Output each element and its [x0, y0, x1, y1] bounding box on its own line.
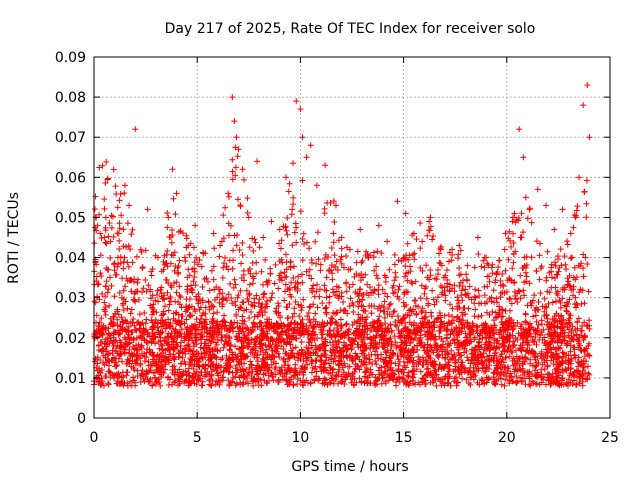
data-point — [297, 106, 304, 113]
x-tick-label: 20 — [498, 430, 516, 446]
data-point — [293, 98, 300, 105]
data-point — [322, 162, 329, 169]
data-point — [144, 206, 151, 213]
scatter-cloud — [91, 144, 593, 389]
data-point — [181, 254, 188, 261]
data-point — [218, 238, 225, 245]
y-tick-label: 0.03 — [55, 291, 86, 307]
data-point — [303, 154, 310, 161]
data-point — [384, 238, 391, 245]
data-point — [299, 134, 306, 141]
data-point — [410, 230, 417, 237]
data-point — [210, 230, 217, 237]
data-point — [543, 202, 550, 209]
y-tick-label: 0.05 — [55, 210, 86, 226]
data-point — [501, 246, 508, 253]
data-point — [520, 154, 527, 161]
data-point — [586, 134, 593, 141]
data-point — [97, 230, 104, 237]
data-point — [260, 234, 267, 241]
data-point — [526, 206, 533, 213]
y-tick-label: 0.07 — [55, 130, 86, 146]
data-point — [446, 258, 453, 265]
data-point — [419, 238, 426, 245]
data-point — [313, 182, 320, 189]
data-point — [107, 238, 114, 245]
data-point — [474, 234, 481, 241]
data-point — [346, 246, 353, 253]
data-point — [239, 166, 246, 173]
data-point — [245, 214, 252, 221]
data-point — [394, 198, 401, 205]
data-point — [169, 166, 176, 173]
data-point — [173, 190, 180, 197]
tick-labels: 0 5 10 15 20 25 0 0.01 0.02 0.03 0.04 0.05 0.06 0.07 0… — [55, 50, 619, 446]
data-point — [375, 222, 382, 229]
y-tick-label: 0.08 — [55, 90, 86, 106]
data-point — [567, 230, 574, 237]
data-point — [115, 230, 122, 237]
y-tick-label: 0.02 — [55, 331, 86, 347]
data-point — [268, 218, 275, 225]
data-point — [165, 214, 172, 221]
data-point — [289, 206, 296, 213]
data-point — [132, 126, 139, 133]
data-point — [126, 202, 133, 209]
data-point — [229, 94, 236, 101]
data-point — [516, 126, 523, 133]
x-tick-label: 5 — [193, 430, 202, 446]
x-tick-label: 10 — [291, 430, 309, 446]
x-tick-label: 15 — [395, 430, 413, 446]
y-tick-label: 0.04 — [55, 251, 86, 267]
data-point — [338, 234, 345, 241]
data-point — [307, 142, 314, 149]
data-point — [464, 262, 471, 269]
data-point — [276, 226, 283, 233]
data-point — [282, 174, 289, 181]
data-points — [91, 82, 593, 389]
plot-frame — [93, 56, 611, 419]
data-point — [437, 246, 444, 253]
data-point — [254, 158, 261, 165]
x-tick-label: 25 — [601, 430, 619, 446]
data-point — [330, 230, 337, 237]
y-axis-label: ROTI / TECUs — [6, 192, 22, 284]
x-tick-label: 0 — [90, 430, 99, 446]
y-tick-label: 0.06 — [55, 170, 86, 186]
data-point — [200, 250, 207, 257]
data-point — [402, 210, 409, 217]
data-point — [225, 190, 232, 197]
data-point — [576, 174, 583, 181]
y-tick-label: 0.01 — [55, 371, 86, 387]
data-point — [559, 206, 566, 213]
data-point — [231, 118, 238, 125]
data-point — [233, 134, 240, 141]
data-point — [493, 270, 500, 277]
data-point — [101, 234, 108, 241]
data-point — [509, 214, 516, 221]
data-point — [483, 254, 490, 261]
data-point — [154, 254, 161, 261]
data-point — [551, 226, 558, 233]
data-point — [235, 146, 242, 153]
x-axis-label: GPS time / hours — [291, 459, 408, 475]
data-point — [580, 102, 587, 109]
chart-title: Day 217 of 2025, Rate Of TEC Index for r… — [165, 21, 536, 37]
y-tick-label: 0.09 — [55, 50, 86, 66]
data-point — [427, 214, 434, 221]
data-point — [584, 82, 591, 89]
data-point — [357, 226, 364, 233]
data-point — [192, 222, 199, 229]
data-point — [456, 242, 463, 249]
data-point — [121, 182, 128, 189]
data-point — [534, 186, 541, 193]
data-point — [365, 254, 372, 261]
y-tick-label: 0 — [77, 411, 86, 427]
axes-frame — [93, 56, 611, 419]
